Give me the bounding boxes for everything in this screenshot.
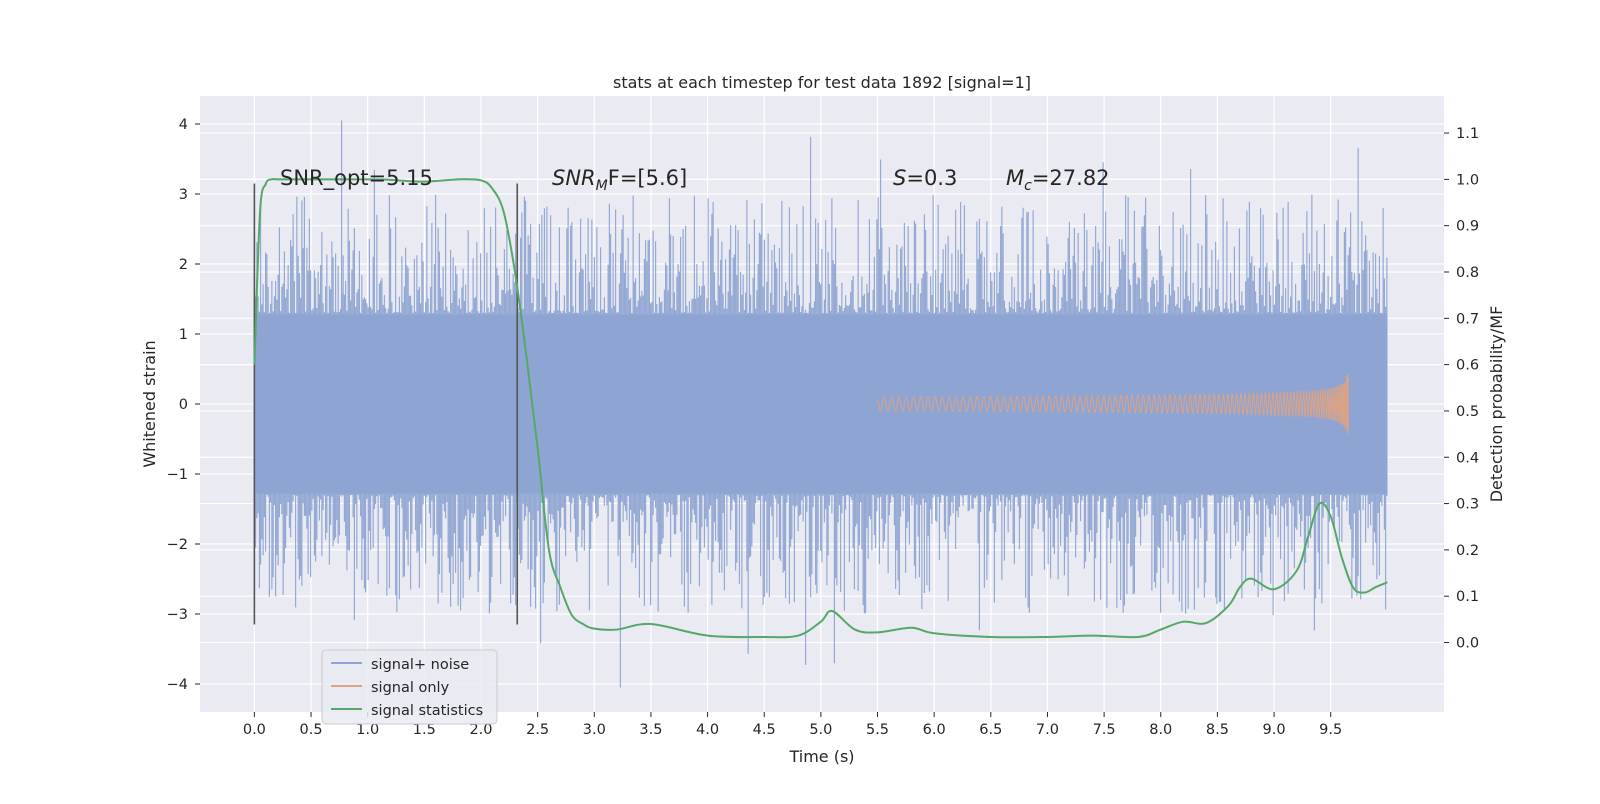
x-tick-label: 6.5 bbox=[979, 722, 1002, 738]
legend-label-signal-only: signal only bbox=[371, 680, 450, 696]
x-tick-label: 7.5 bbox=[1093, 722, 1116, 738]
y2-tick-label: 0.6 bbox=[1456, 358, 1479, 374]
x-tick-label: 3.5 bbox=[639, 722, 662, 738]
x-tick-label: 8.5 bbox=[1206, 722, 1229, 738]
x-tick-label: 5.0 bbox=[809, 722, 832, 738]
x-tick-label: 9.0 bbox=[1263, 722, 1286, 738]
y2-tick-label: 0.3 bbox=[1456, 497, 1479, 513]
y2-axis-label: Detection probability/MF bbox=[1487, 306, 1506, 503]
x-tick-label: 5.5 bbox=[866, 722, 889, 738]
y-tick-label: 0 bbox=[179, 397, 188, 413]
y2-tick-label: 0.1 bbox=[1456, 589, 1479, 605]
annotation-mc-rest: =27.82 bbox=[1032, 166, 1110, 190]
y2-tick-label: 0.9 bbox=[1456, 219, 1479, 235]
x-tick-label: 2.0 bbox=[469, 722, 492, 738]
signal-statistics-line bbox=[253, 178, 1388, 639]
legend: signal+ noise signal only signal statist… bbox=[321, 649, 498, 725]
x-tick-label: 3.0 bbox=[583, 722, 606, 738]
y2-tick-label: 0.0 bbox=[1456, 636, 1479, 652]
x-tick-label: 7.0 bbox=[1036, 722, 1059, 738]
annotation-mc-main: M bbox=[1006, 166, 1024, 190]
y2-tick-label: 0.2 bbox=[1456, 543, 1479, 559]
x-tick-label: 9.5 bbox=[1319, 722, 1342, 738]
x-tick-label: 2.5 bbox=[526, 722, 549, 738]
y-axis-label: Whitened strain bbox=[140, 340, 159, 467]
y2-tick-label: 1.1 bbox=[1456, 126, 1479, 142]
y-tick-label: 4 bbox=[179, 117, 188, 133]
x-tick-label: 0.5 bbox=[299, 722, 322, 738]
annotation-s-rest: =0.3 bbox=[906, 166, 957, 190]
x-tick-label: 1.0 bbox=[356, 722, 379, 738]
y-tick-label: −4 bbox=[167, 677, 188, 693]
x-tick-label: 4.5 bbox=[753, 722, 776, 738]
legend-label-signal-statistics: signal statistics bbox=[371, 703, 483, 719]
x-tick-label: 0.0 bbox=[243, 722, 266, 738]
annotation-mc: Mc=27.82 bbox=[1006, 166, 1110, 194]
x-tick-label: 8.0 bbox=[1149, 722, 1172, 738]
x-tick-label: 4.0 bbox=[696, 722, 719, 738]
legend-label-signal-noise: signal+ noise bbox=[371, 657, 469, 673]
series-signal-statistics bbox=[253, 178, 1388, 639]
annotation-mc-sub: c bbox=[1024, 178, 1032, 194]
y2-tick-label: 1.0 bbox=[1456, 172, 1479, 188]
annotation-snr-mf-main: SNR bbox=[552, 166, 596, 190]
annotation-s-main: S bbox=[893, 166, 906, 190]
x-axis-label: Time (s) bbox=[788, 747, 854, 766]
y2-tick-label: 0.4 bbox=[1456, 450, 1479, 466]
y-tick-label: 2 bbox=[179, 257, 188, 273]
annotation-snr-mf: SNRMF=[5.6] bbox=[552, 166, 687, 194]
x-tick-label: 6.0 bbox=[923, 722, 946, 738]
y-tick-label: −3 bbox=[167, 607, 188, 623]
annotation-snr-mf-sub: M bbox=[596, 178, 608, 194]
annotation-snr-opt: SNR_opt=5.15 bbox=[280, 166, 433, 191]
annotation-s: S=0.3 bbox=[893, 166, 957, 190]
chart-title: stats at each timestep for test data 189… bbox=[613, 73, 1031, 92]
y2-tick-label: 0.7 bbox=[1456, 311, 1479, 327]
annotation-snr-mf-rest: F=[5.6] bbox=[608, 166, 687, 190]
y2-tick-label: 0.5 bbox=[1456, 404, 1479, 420]
signal-only-trace bbox=[877, 373, 1349, 435]
axis-ticks: 0.0 0.5 1.0 1.5 2.0 2.5 3.0 3.5 4.0 4.5 5.0 5.5 6.0 6… bbox=[167, 117, 1479, 738]
annotations: SNR_opt=5.15 SNRMF=[5.6] S=0.3 Mc=27.82 bbox=[280, 166, 1110, 194]
series-signal-only bbox=[877, 373, 1349, 435]
y-tick-label: −1 bbox=[167, 467, 188, 483]
y-tick-label: 1 bbox=[179, 327, 188, 343]
y2-tick-label: 0.8 bbox=[1456, 265, 1479, 281]
y-tick-label: −2 bbox=[167, 537, 188, 553]
window-markers bbox=[253, 183, 519, 625]
legend-box bbox=[321, 649, 498, 725]
x-tick-label: 1.5 bbox=[413, 722, 436, 738]
y-tick-label: 3 bbox=[179, 187, 188, 203]
